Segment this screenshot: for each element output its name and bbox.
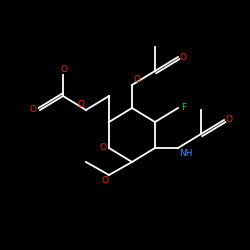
Text: O: O <box>30 106 37 114</box>
Text: O: O <box>134 75 141 84</box>
Text: NH: NH <box>179 149 192 158</box>
Text: O: O <box>101 176 108 185</box>
Text: O: O <box>226 116 233 124</box>
Text: O: O <box>78 100 85 109</box>
Text: O: O <box>180 52 187 62</box>
Text: O: O <box>99 144 106 152</box>
Text: O: O <box>60 65 68 74</box>
Text: F: F <box>181 104 186 112</box>
